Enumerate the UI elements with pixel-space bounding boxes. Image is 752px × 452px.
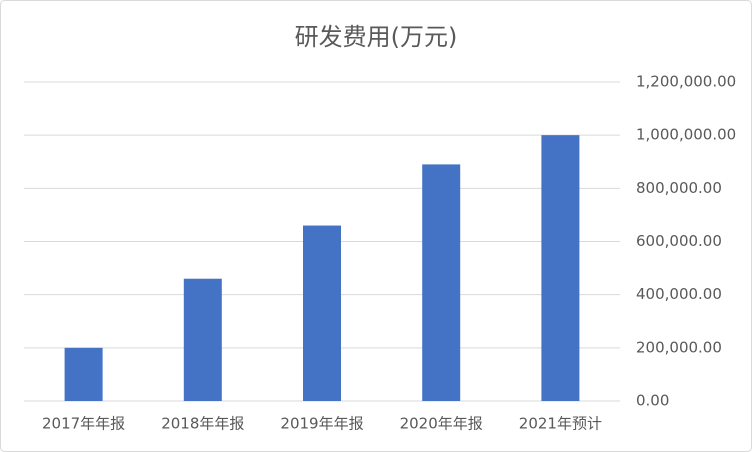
y-tick-label: 1,200,000.00 — [636, 73, 736, 91]
y-tick-label: 800,000.00 — [636, 179, 722, 197]
y-tick-label: 1,000,000.00 — [636, 126, 736, 144]
x-tick-label: 2017年年报 — [42, 415, 125, 433]
bar — [422, 164, 461, 401]
x-tick-label: 2021年预计 — [519, 415, 602, 433]
y-tick-label: 400,000.00 — [636, 285, 722, 303]
bar — [64, 347, 103, 401]
x-tick-label: 2019年年报 — [280, 415, 363, 433]
x-tick-label: 2018年年报 — [161, 415, 244, 433]
chart-title: 研发费用(万元) — [295, 23, 458, 51]
y-tick-label: 600,000.00 — [636, 232, 722, 250]
y-tick-label: 0.00 — [636, 392, 669, 410]
bar — [303, 225, 341, 401]
bar — [183, 278, 222, 401]
y-tick-label: 200,000.00 — [636, 338, 722, 356]
x-tick-label: 2020年年报 — [400, 415, 483, 433]
bar — [541, 135, 580, 401]
